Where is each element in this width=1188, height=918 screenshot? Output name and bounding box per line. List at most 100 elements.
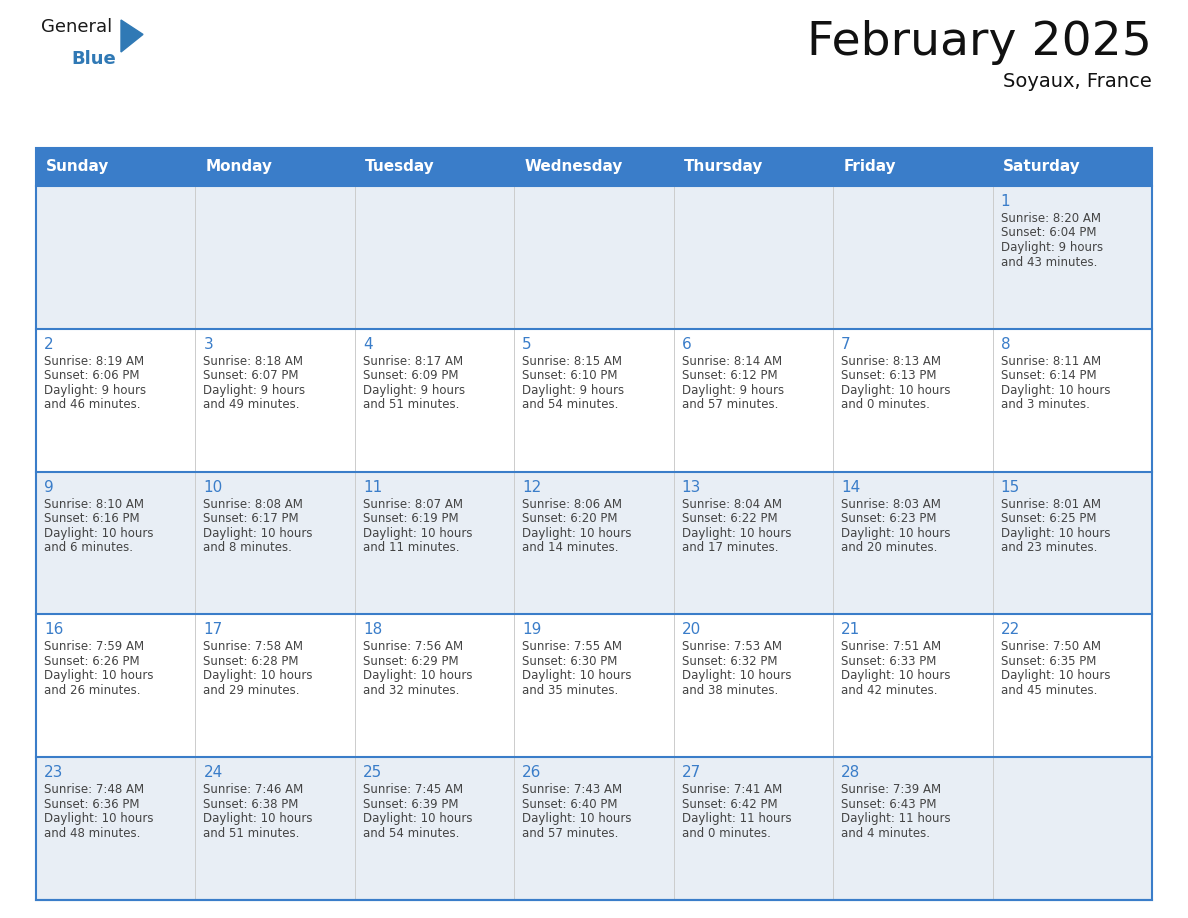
Text: Sunset: 6:13 PM: Sunset: 6:13 PM <box>841 369 936 382</box>
Text: Sunrise: 8:19 AM: Sunrise: 8:19 AM <box>44 354 144 368</box>
Text: Sunset: 6:29 PM: Sunset: 6:29 PM <box>362 655 459 668</box>
Text: General: General <box>42 18 112 36</box>
Text: Saturday: Saturday <box>1003 160 1080 174</box>
Text: Sunset: 6:39 PM: Sunset: 6:39 PM <box>362 798 459 811</box>
Text: and 0 minutes.: and 0 minutes. <box>841 398 930 411</box>
Text: 2: 2 <box>44 337 53 352</box>
Text: Sunrise: 7:53 AM: Sunrise: 7:53 AM <box>682 641 782 654</box>
Text: Sunset: 6:35 PM: Sunset: 6:35 PM <box>1000 655 1097 668</box>
Text: Sunset: 6:43 PM: Sunset: 6:43 PM <box>841 798 936 811</box>
Text: 4: 4 <box>362 337 373 352</box>
Text: 25: 25 <box>362 766 383 780</box>
Text: Daylight: 9 hours: Daylight: 9 hours <box>1000 241 1102 254</box>
Text: Daylight: 9 hours: Daylight: 9 hours <box>682 384 784 397</box>
Text: 21: 21 <box>841 622 860 637</box>
Text: and 6 minutes.: and 6 minutes. <box>44 541 133 554</box>
Text: Sunrise: 7:56 AM: Sunrise: 7:56 AM <box>362 641 463 654</box>
Text: Sunset: 6:07 PM: Sunset: 6:07 PM <box>203 369 299 382</box>
Text: Daylight: 10 hours: Daylight: 10 hours <box>841 384 950 397</box>
Bar <box>36 472 1152 614</box>
Text: Daylight: 9 hours: Daylight: 9 hours <box>44 384 146 397</box>
Text: Sunrise: 8:17 AM: Sunrise: 8:17 AM <box>362 354 463 368</box>
Text: and 57 minutes.: and 57 minutes. <box>523 827 619 840</box>
Text: Sunrise: 8:20 AM: Sunrise: 8:20 AM <box>1000 212 1100 225</box>
Text: and 4 minutes.: and 4 minutes. <box>841 827 930 840</box>
Text: Sunrise: 7:43 AM: Sunrise: 7:43 AM <box>523 783 623 796</box>
Text: and 48 minutes.: and 48 minutes. <box>44 827 140 840</box>
Text: and 20 minutes.: and 20 minutes. <box>841 541 937 554</box>
Text: and 43 minutes.: and 43 minutes. <box>1000 255 1097 268</box>
Text: 9: 9 <box>44 479 53 495</box>
Text: Soyaux, France: Soyaux, France <box>1003 72 1152 91</box>
Text: Sunrise: 7:58 AM: Sunrise: 7:58 AM <box>203 641 303 654</box>
Text: 8: 8 <box>1000 337 1010 352</box>
Text: Sunset: 6:30 PM: Sunset: 6:30 PM <box>523 655 618 668</box>
Text: 28: 28 <box>841 766 860 780</box>
Text: 7: 7 <box>841 337 851 352</box>
Text: Sunrise: 7:39 AM: Sunrise: 7:39 AM <box>841 783 941 796</box>
Text: Sunrise: 7:50 AM: Sunrise: 7:50 AM <box>1000 641 1100 654</box>
Text: Daylight: 10 hours: Daylight: 10 hours <box>523 812 632 825</box>
Text: Daylight: 9 hours: Daylight: 9 hours <box>523 384 625 397</box>
Text: Sunset: 6:10 PM: Sunset: 6:10 PM <box>523 369 618 382</box>
Text: Sunrise: 8:14 AM: Sunrise: 8:14 AM <box>682 354 782 368</box>
Text: Thursday: Thursday <box>684 160 763 174</box>
Bar <box>36 757 1152 900</box>
Text: Sunset: 6:19 PM: Sunset: 6:19 PM <box>362 512 459 525</box>
Text: and 23 minutes.: and 23 minutes. <box>1000 541 1097 554</box>
Text: Daylight: 11 hours: Daylight: 11 hours <box>841 812 950 825</box>
Text: Sunset: 6:26 PM: Sunset: 6:26 PM <box>44 655 140 668</box>
Text: Blue: Blue <box>71 50 115 68</box>
Text: 3: 3 <box>203 337 213 352</box>
Text: Daylight: 10 hours: Daylight: 10 hours <box>44 669 153 682</box>
Text: Sunset: 6:28 PM: Sunset: 6:28 PM <box>203 655 299 668</box>
Text: Sunrise: 7:48 AM: Sunrise: 7:48 AM <box>44 783 144 796</box>
Text: Daylight: 10 hours: Daylight: 10 hours <box>362 812 473 825</box>
Text: Friday: Friday <box>843 160 896 174</box>
Text: 14: 14 <box>841 479 860 495</box>
Text: 24: 24 <box>203 766 222 780</box>
Text: Sunrise: 8:10 AM: Sunrise: 8:10 AM <box>44 498 144 510</box>
Text: Sunset: 6:12 PM: Sunset: 6:12 PM <box>682 369 777 382</box>
Text: 10: 10 <box>203 479 222 495</box>
Text: Sunrise: 7:45 AM: Sunrise: 7:45 AM <box>362 783 463 796</box>
Text: and 46 minutes.: and 46 minutes. <box>44 398 140 411</box>
Text: Sunrise: 7:41 AM: Sunrise: 7:41 AM <box>682 783 782 796</box>
Text: Sunrise: 8:01 AM: Sunrise: 8:01 AM <box>1000 498 1100 510</box>
Text: 5: 5 <box>523 337 532 352</box>
Text: 27: 27 <box>682 766 701 780</box>
Text: Sunset: 6:33 PM: Sunset: 6:33 PM <box>841 655 936 668</box>
Text: 15: 15 <box>1000 479 1019 495</box>
Bar <box>36 329 1152 472</box>
Text: Sunset: 6:40 PM: Sunset: 6:40 PM <box>523 798 618 811</box>
Text: Sunrise: 8:15 AM: Sunrise: 8:15 AM <box>523 354 623 368</box>
Text: Daylight: 9 hours: Daylight: 9 hours <box>203 384 305 397</box>
Text: and 51 minutes.: and 51 minutes. <box>362 398 460 411</box>
Text: Sunset: 6:23 PM: Sunset: 6:23 PM <box>841 512 936 525</box>
Text: 22: 22 <box>1000 622 1019 637</box>
Text: Sunset: 6:20 PM: Sunset: 6:20 PM <box>523 512 618 525</box>
Text: and 54 minutes.: and 54 minutes. <box>523 398 619 411</box>
Text: Wednesday: Wednesday <box>524 160 623 174</box>
Text: 1: 1 <box>1000 194 1010 209</box>
Polygon shape <box>121 20 143 52</box>
Text: Sunset: 6:04 PM: Sunset: 6:04 PM <box>1000 227 1097 240</box>
Text: Daylight: 10 hours: Daylight: 10 hours <box>1000 527 1110 540</box>
Text: 26: 26 <box>523 766 542 780</box>
Text: 6: 6 <box>682 337 691 352</box>
Text: Daylight: 10 hours: Daylight: 10 hours <box>362 527 473 540</box>
Text: Sunrise: 8:11 AM: Sunrise: 8:11 AM <box>1000 354 1101 368</box>
Text: Sunset: 6:14 PM: Sunset: 6:14 PM <box>1000 369 1097 382</box>
Text: and 45 minutes.: and 45 minutes. <box>1000 684 1097 697</box>
Text: and 11 minutes.: and 11 minutes. <box>362 541 460 554</box>
Text: 19: 19 <box>523 622 542 637</box>
Text: Daylight: 9 hours: Daylight: 9 hours <box>362 384 465 397</box>
Text: and 51 minutes.: and 51 minutes. <box>203 827 299 840</box>
Text: Sunrise: 8:18 AM: Sunrise: 8:18 AM <box>203 354 303 368</box>
Text: 13: 13 <box>682 479 701 495</box>
Text: Sunrise: 7:59 AM: Sunrise: 7:59 AM <box>44 641 144 654</box>
Text: 16: 16 <box>44 622 63 637</box>
Text: Monday: Monday <box>206 160 272 174</box>
Text: and 38 minutes.: and 38 minutes. <box>682 684 778 697</box>
Text: Sunset: 6:38 PM: Sunset: 6:38 PM <box>203 798 299 811</box>
